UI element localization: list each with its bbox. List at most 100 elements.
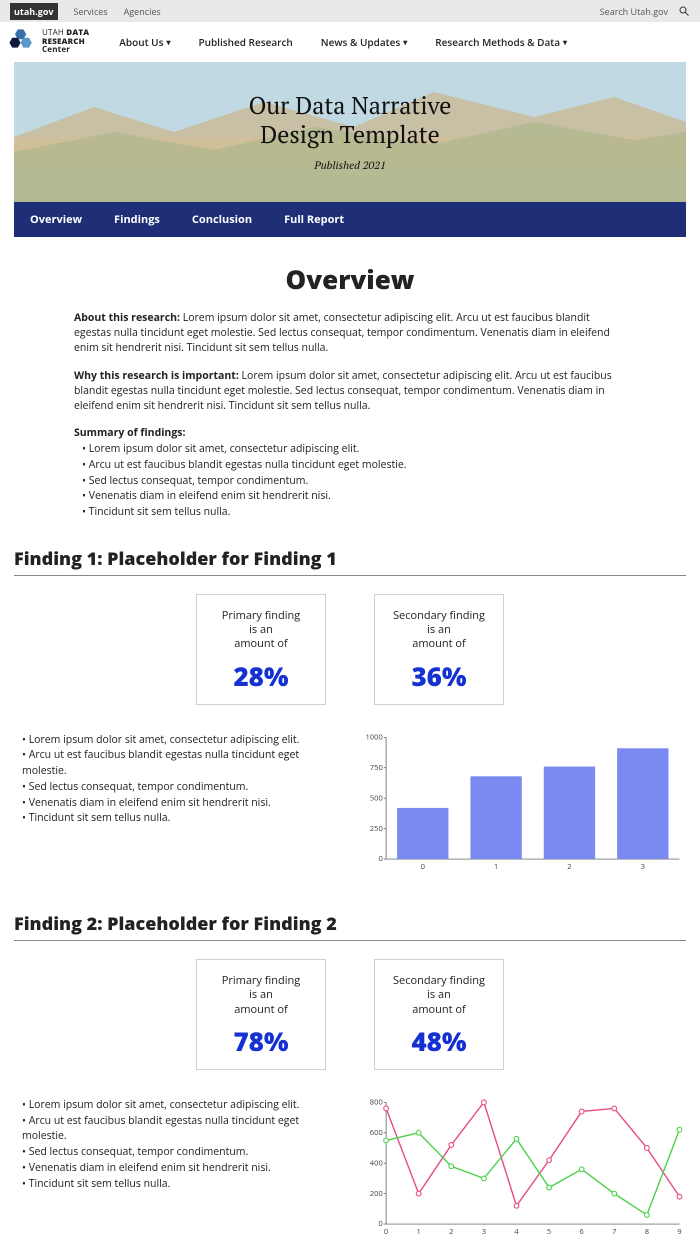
- tab-findings[interactable]: Findings: [98, 202, 176, 237]
- topbar-right: Search Utah.gov: [600, 5, 690, 18]
- svg-text:1000: 1000: [365, 733, 382, 743]
- finding1-bullets: Lorem ipsum dolor sit amet, consectetur …: [14, 733, 340, 874]
- svg-text:500: 500: [370, 793, 383, 803]
- list-item: Sed lectus consequat, tempor condimentum…: [22, 1145, 340, 1161]
- nav-published-label: Published Research: [198, 35, 292, 49]
- tab-full-report[interactable]: Full Report: [268, 202, 360, 237]
- card-label: Primary findingis anamount of: [205, 609, 317, 652]
- nav-about[interactable]: About Us▾: [119, 35, 170, 49]
- finding2-stats: Primary findingis anamount of 78% Second…: [0, 959, 700, 1070]
- card-label: Secondary findingis anamount of: [383, 609, 495, 652]
- section-tabs: Overview Findings Conclusion Full Report: [14, 202, 686, 237]
- about-paragraph: About this research: Lorem ipsum dolor s…: [74, 311, 626, 357]
- list-item: Lorem ipsum dolor sit amet, consectetur …: [22, 1098, 340, 1114]
- svg-text:1: 1: [417, 1227, 421, 1237]
- overview-title: Overview: [14, 261, 686, 297]
- summary-bullets: Lorem ipsum dolor sit amet, consectetur …: [74, 442, 626, 521]
- svg-text:0: 0: [378, 1219, 382, 1229]
- svg-text:0: 0: [421, 862, 425, 872]
- nav-news[interactable]: News & Updates▾: [321, 35, 407, 49]
- svg-text:3: 3: [641, 862, 645, 872]
- finding1-body: Lorem ipsum dolor sit amet, consectetur …: [0, 733, 700, 874]
- search-label[interactable]: Search Utah.gov: [600, 5, 668, 18]
- services-link[interactable]: Services: [74, 5, 108, 18]
- chevron-down-icon: ▾: [563, 37, 567, 48]
- hero-title: Our Data Narrative Design Template: [249, 91, 452, 149]
- svg-text:750: 750: [370, 763, 383, 773]
- list-item: Tincidunt sit sem tellus nulla.: [82, 505, 626, 521]
- list-item: Arcu ut est faucibus blandit egestas nul…: [22, 748, 340, 780]
- svg-text:5: 5: [547, 1227, 551, 1237]
- finding1-stats: Primary findingis anamount of 28% Second…: [0, 594, 700, 705]
- why-paragraph: Why this research is important: Lorem ip…: [74, 369, 626, 415]
- finding1-card1: Primary findingis anamount of 28%: [196, 594, 326, 705]
- card-value: 78%: [205, 1023, 317, 1059]
- svg-text:1: 1: [494, 862, 498, 872]
- nav-published[interactable]: Published Research: [198, 35, 292, 49]
- tab-conclusion[interactable]: Conclusion: [176, 202, 268, 237]
- list-item: Venenatis diam in eleifend enim sit hend…: [22, 796, 340, 812]
- card-label: Primary findingis anamount of: [205, 974, 317, 1017]
- svg-text:3: 3: [482, 1227, 486, 1237]
- svg-text:2: 2: [567, 862, 571, 872]
- about-label: About this research:: [74, 311, 180, 325]
- svg-text:8: 8: [645, 1227, 649, 1237]
- list-item: Lorem ipsum dolor sit amet, consectetur …: [82, 442, 626, 458]
- gov-topbar: utah.gov Services Agencies Search Utah.g…: [0, 0, 700, 22]
- logo-icon: [8, 28, 36, 56]
- linechart-svg: 0 200 400 600 800 0 1 2 3 4 5 6 7 8 9: [360, 1098, 686, 1239]
- list-item: Tincidunt sit sem tellus nulla.: [22, 1177, 340, 1193]
- topbar-left: utah.gov Services Agencies: [10, 3, 161, 20]
- barchart-svg: 0 250 500 750 1000 0 1 2 3: [360, 733, 686, 874]
- svg-text:0: 0: [384, 1227, 388, 1237]
- finding2-body: Lorem ipsum dolor sit amet, consectetur …: [0, 1098, 700, 1259]
- hero-title-line1: Our Data Narrative: [249, 89, 452, 121]
- list-item: Arcu ut est faucibus blandit egestas nul…: [82, 458, 626, 474]
- list-item: Sed lectus consequat, tempor condimentum…: [82, 474, 626, 490]
- hero-banner: Our Data Narrative Design Template Publi…: [14, 62, 686, 202]
- summary-block: Summary of findings: Lorem ipsum dolor s…: [74, 426, 626, 521]
- finding1-rule: [14, 575, 686, 576]
- agencies-link[interactable]: Agencies: [124, 5, 161, 18]
- nav-methods-label: Research Methods & Data: [435, 35, 560, 49]
- why-label: Why this research is important:: [74, 369, 239, 383]
- nav-news-label: News & Updates: [321, 35, 400, 49]
- svg-text:6: 6: [580, 1227, 584, 1237]
- list-item: Lorem ipsum dolor sit amet, consectetur …: [22, 733, 340, 749]
- finding2-linechart: 0 200 400 600 800 0 1 2 3 4 5 6 7 8 9: [360, 1098, 686, 1239]
- card-value: 48%: [383, 1023, 495, 1059]
- finding1-card2: Secondary findingis anamount of 36%: [374, 594, 504, 705]
- card-value: 28%: [205, 658, 317, 694]
- svg-text:2: 2: [449, 1227, 453, 1237]
- card-label: Secondary findingis anamount of: [383, 974, 495, 1017]
- search-icon[interactable]: [678, 5, 690, 17]
- list-item: Venenatis diam in eleifend enim sit hend…: [82, 489, 626, 505]
- tab-overview[interactable]: Overview: [14, 202, 98, 237]
- svg-text:250: 250: [370, 824, 383, 834]
- svg-text:600: 600: [370, 1128, 383, 1138]
- list-item: Sed lectus consequat, tempor condimentum…: [22, 780, 340, 796]
- svg-text:800: 800: [370, 1098, 383, 1108]
- utah-badge[interactable]: utah.gov: [10, 3, 58, 20]
- svg-text:7: 7: [612, 1227, 616, 1237]
- list-item: Venenatis diam in eleifend enim sit hend…: [22, 1161, 340, 1177]
- hero-title-line2: Design Template: [260, 118, 439, 150]
- finding2-card1: Primary findingis anamount of 78%: [196, 959, 326, 1070]
- svg-text:9: 9: [677, 1227, 681, 1237]
- chevron-down-icon: ▾: [403, 37, 407, 48]
- logo-line4: Center: [42, 44, 70, 55]
- finding2-card2: Secondary findingis anamount of 48%: [374, 959, 504, 1070]
- svg-text:4: 4: [514, 1227, 519, 1237]
- svg-text:200: 200: [370, 1189, 383, 1199]
- nav-methods[interactable]: Research Methods & Data▾: [435, 35, 567, 49]
- logo-text: UTAH DATA RESEARCH Center: [42, 29, 89, 55]
- nav-links: About Us▾ Published Research News & Upda…: [119, 35, 567, 49]
- site-logo[interactable]: UTAH DATA RESEARCH Center: [8, 28, 89, 56]
- list-item: Arcu ut est faucibus blandit egestas nul…: [22, 1114, 340, 1146]
- chevron-down-icon: ▾: [166, 37, 170, 48]
- hero-published: Published 2021: [314, 159, 385, 173]
- svg-text:400: 400: [370, 1158, 383, 1168]
- finding2-bullets: Lorem ipsum dolor sit amet, consectetur …: [14, 1098, 340, 1239]
- svg-text:0: 0: [378, 854, 382, 864]
- finding1-barchart: 0 250 500 750 1000 0 1 2 3: [360, 733, 686, 874]
